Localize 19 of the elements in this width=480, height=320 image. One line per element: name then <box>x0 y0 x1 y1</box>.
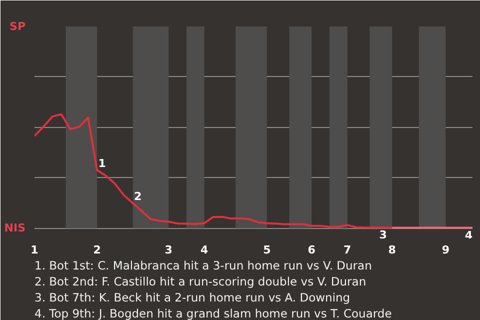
x-tick-label: 1 <box>30 244 38 256</box>
annotation: 1 <box>98 157 106 170</box>
x-tick-label: 2 <box>93 244 101 256</box>
x-tick-label: 5 <box>263 244 271 256</box>
text: 2. Bot 2nd: F. Castillo hit a run-scoring double vs V. Duran <box>34 274 366 288</box>
x-tick-label: 9 <box>442 244 450 256</box>
x-tick-label: 3 <box>164 244 172 256</box>
text: 4. Top 9th: J. Bogden hit a grand slam home run vs T. Couarde <box>34 306 392 320</box>
annotation: 3 <box>379 228 387 242</box>
x-tick-label: 7 <box>344 244 352 256</box>
text: NIS <box>4 222 26 235</box>
text: 3. Bot 7th: K. Beck hit a 2-run home run vs A. Downing <box>34 290 350 304</box>
text: 1. Bot 1st: C. Malabranca hit a 3-run home run vs V. Duran <box>34 258 372 272</box>
x-tick-label: 4 <box>200 244 209 256</box>
annotation: 4 <box>464 228 473 242</box>
annotation: 2 <box>134 190 142 204</box>
x-tick-label: 6 <box>308 244 316 256</box>
x-tick-label: 8 <box>388 244 396 256</box>
text: SP <box>10 20 26 33</box>
